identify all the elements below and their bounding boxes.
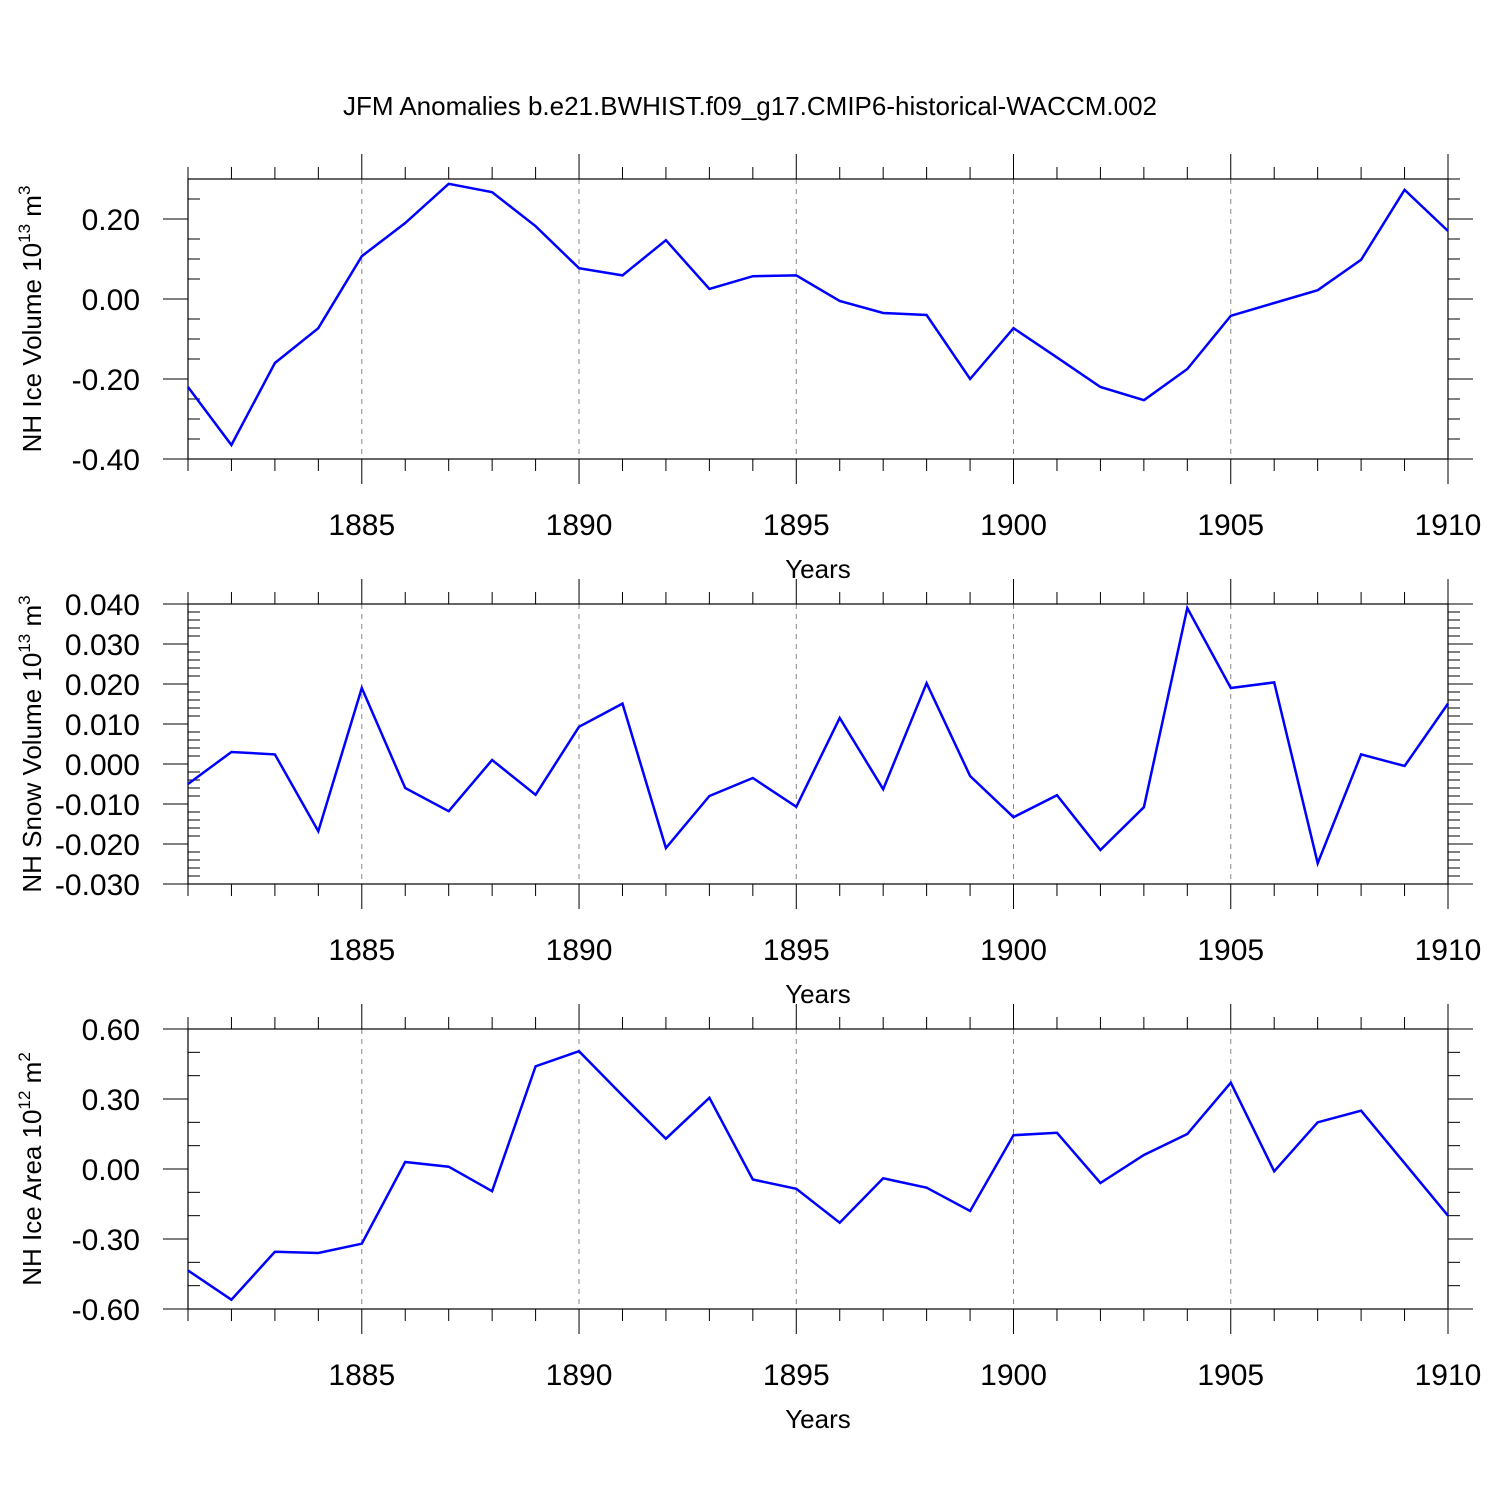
series-line [187,1049,1449,1302]
x-axis-title: Years [785,979,851,1009]
x-tick-label: 1905 [1197,934,1264,967]
y-tick-label: -0.010 [55,789,140,822]
y-tick-label: 0.30 [82,1084,140,1117]
y-tick-label: -0.020 [55,829,140,862]
y-tick-label: -0.40 [72,444,140,477]
x-tick-label: 1910 [1415,934,1482,967]
y-tick-label: 0.00 [82,1154,140,1187]
x-tick-label: 1895 [763,1359,830,1392]
figure-title: JFM Anomalies b.e21.BWHIST.f09_g17.CMIP6… [343,91,1157,121]
panels: -0.40 -0.20 0.00 0.20 1885 1890 1895 1900 1905 19… [15,154,1481,1434]
y-tick-label: -0.20 [72,364,140,397]
panel-1: -0.40 -0.20 0.00 0.20 1885 1890 1895 1900 1905 19… [15,154,1481,584]
y-label-unit-exponent: 3 [15,595,34,604]
x-axis-title: Years [785,1404,851,1434]
y-label-unit-exponent: 3 [15,186,34,195]
x-axis-title: Years [785,554,851,584]
x-tick-label: 1900 [980,509,1047,542]
y-axis-title: NH Ice Volume 1013 m3 [15,186,47,453]
x-tick-label: 1885 [328,934,395,967]
x-tick-label: 1895 [763,509,830,542]
y-axis-title: NH Snow Volume 1013 m3 [15,595,47,892]
plot-frame [187,603,1449,885]
x-tick-label: 1885 [328,509,395,542]
x-tick-label: 1890 [546,934,613,967]
y-label-unit-exponent: 2 [15,1052,34,1061]
y-label-main: NH Ice Area 10 [17,1109,47,1285]
x-tick-label: 1910 [1415,1359,1482,1392]
y-label-unit: m [17,195,47,224]
y-tick-label: 0.00 [82,284,140,317]
y-label-main: NH Ice Volume 10 [17,243,47,453]
x-tick-label: 1885 [328,1359,395,1392]
y-tick-label: -0.030 [55,869,140,902]
series-line [186,182,1449,448]
panel-3: -0.60 -0.30 0.00 0.30 0.60 1885 1890 1895 1900 19… [15,1004,1481,1434]
y-tick-label: 0.60 [82,1014,140,1047]
y-label-main: NH Snow Volume 10 [17,653,47,893]
panel-2: -0.030 -0.020 -0.010 0.000 0.010 0.020 0.030 0.… [15,579,1481,1009]
x-tick-label: 1900 [980,934,1047,967]
y-label-exponent: 13 [15,224,34,243]
y-label-exponent: 13 [15,634,34,653]
y-tick-label: 0.030 [65,629,140,662]
y-label-unit: m [17,1062,47,1091]
x-tick-label: 1890 [546,1359,613,1392]
y-tick-label: 0.040 [65,589,140,622]
y-label-unit: m [17,605,47,634]
series-line [187,604,1450,868]
y-tick-label: 0.020 [65,669,140,702]
y-tick-label: -0.60 [72,1294,140,1327]
x-tick-label: 1895 [763,934,830,967]
x-tick-label: 1910 [1415,509,1482,542]
plot-frame [187,178,1449,460]
y-axis-title: NH Ice Area 1012 m2 [15,1052,47,1286]
y-label-exponent: 12 [15,1091,34,1110]
plot-frame [187,1028,1449,1310]
y-tick-label: 0.000 [65,749,140,782]
x-tick-label: 1900 [980,1359,1047,1392]
x-tick-label: 1890 [546,509,613,542]
x-tick-label: 1905 [1197,509,1264,542]
y-tick-label: 0.20 [82,204,140,237]
y-tick-label: -0.30 [72,1224,140,1257]
y-tick-label: 0.010 [65,709,140,742]
x-tick-label: 1905 [1197,1359,1264,1392]
